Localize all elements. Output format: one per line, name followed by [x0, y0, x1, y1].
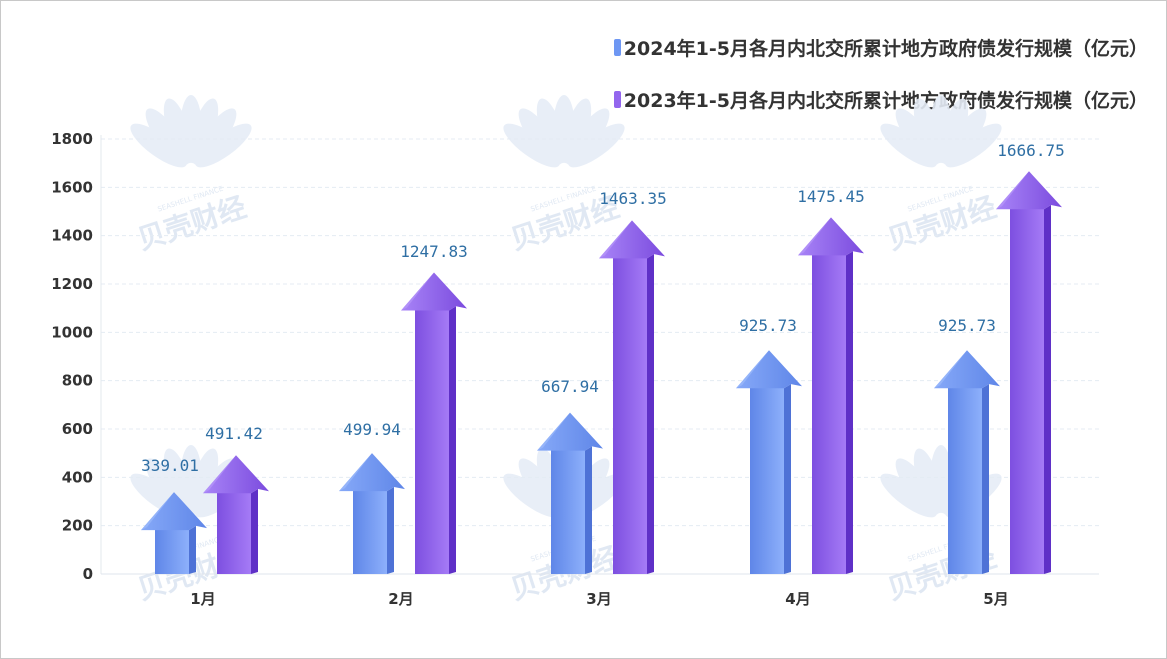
arrow-head — [934, 350, 1000, 389]
arrow-head — [401, 272, 467, 311]
y-tick-label: 1000 — [51, 323, 93, 341]
watermark-shell-petal — [945, 123, 1002, 168]
arrow-body — [155, 529, 189, 574]
data-label-2023: 491.42 — [205, 424, 263, 443]
arrow-head — [736, 350, 802, 389]
y-tick-label: 200 — [62, 517, 93, 535]
arrow-body — [551, 449, 585, 574]
arrow-bar-2023 — [599, 220, 665, 574]
data-label-2024: 667.94 — [541, 377, 599, 396]
arrow-head-highlight — [537, 412, 570, 451]
arrow-side-face — [784, 384, 791, 574]
y-tick-label: 1200 — [51, 275, 93, 293]
arrow-bar-2024 — [736, 350, 802, 574]
arrow-head — [339, 453, 405, 492]
arrow-side-face — [647, 254, 654, 574]
y-tick-label: 600 — [62, 420, 93, 438]
arrow-bar-2023 — [203, 455, 269, 574]
arrow-body — [812, 254, 846, 574]
legend-label-2024: 2024年1-5月各月内北交所累计地方政府债发行规模（亿元） — [623, 38, 1148, 60]
arrow-side-face — [982, 384, 989, 574]
arrow-bar-2024 — [339, 453, 405, 574]
x-tick-label: 3月 — [586, 590, 611, 608]
x-tick-label: 5月 — [983, 590, 1008, 608]
arrow-bar-2024 — [141, 492, 207, 574]
legend-swatch-2023 — [613, 91, 621, 108]
arrow-head-highlight — [339, 453, 372, 492]
arrow-head-highlight — [798, 217, 831, 256]
arrow-body — [613, 257, 647, 574]
arrow-head-highlight — [203, 455, 236, 494]
arrow-side-face — [1044, 205, 1051, 575]
arrow-side-face — [846, 251, 853, 574]
arrow-bar-2023 — [401, 272, 467, 574]
x-tick-label: 2月 — [388, 590, 413, 608]
y-tick-label: 1800 — [51, 130, 93, 148]
y-tick-label: 0 — [83, 565, 93, 583]
arrow-side-face — [189, 525, 196, 574]
arrow-head-highlight — [996, 171, 1029, 210]
data-label-2024: 339.01 — [141, 456, 199, 475]
data-label-2024: 925.73 — [938, 316, 996, 335]
legend-item-2023: 2023年1-5月各月内北交所累计地方政府债发行规模（亿元） — [613, 86, 1148, 113]
data-label-2023: 1247.83 — [400, 242, 467, 261]
arrow-head-highlight — [599, 220, 632, 259]
legend-item-2024: 2024年1-5月各月内北交所累计地方政府债发行规模（亿元） — [613, 34, 1148, 61]
arrow-side-face — [449, 306, 456, 574]
data-label-2023: 1475.45 — [797, 187, 864, 206]
arrow-bar-2023 — [798, 217, 864, 574]
arrow-head-highlight — [934, 350, 967, 389]
arrow-head — [141, 492, 207, 531]
legend-swatch-2024 — [613, 39, 621, 56]
arrow-side-face — [585, 446, 592, 574]
y-tick-label: 800 — [62, 372, 93, 390]
arrow-side-face — [251, 489, 258, 574]
arrow-body — [750, 387, 784, 574]
x-tick-label: 1月 — [190, 590, 215, 608]
arrow-head — [203, 455, 269, 494]
y-tick-label: 400 — [62, 468, 93, 486]
watermark-shell-petal — [195, 123, 252, 168]
arrow-bar-2024 — [934, 350, 1000, 574]
arrow-head — [599, 220, 665, 259]
arrow-body — [415, 309, 449, 574]
y-tick-label: 1600 — [51, 178, 93, 196]
watermark-shell-petal — [568, 123, 625, 168]
y-tick-label: 1400 — [51, 227, 93, 245]
x-tick-label: 4月 — [785, 590, 810, 608]
arrow-head — [537, 412, 603, 451]
data-label-2024: 925.73 — [739, 316, 797, 335]
data-label-2023: 1666.75 — [997, 141, 1064, 160]
arrow-head-highlight — [141, 492, 174, 531]
arrow-body — [948, 387, 982, 574]
arrow-bar-2023 — [996, 171, 1062, 575]
arrow-head-highlight — [401, 272, 434, 311]
arrow-side-face — [387, 486, 394, 574]
legend-label-2023: 2023年1-5月各月内北交所累计地方政府债发行规模（亿元） — [623, 90, 1148, 112]
arrow-head-highlight — [736, 350, 769, 389]
data-label-2023: 1463.35 — [599, 189, 666, 208]
data-label-2024: 499.94 — [343, 420, 401, 439]
arrow-head — [996, 171, 1062, 210]
arrow-body — [353, 490, 387, 574]
arrow-bar-2024 — [537, 412, 603, 574]
arrow-head — [798, 217, 864, 256]
arrow-body — [1010, 208, 1044, 574]
arrow-body — [217, 492, 251, 574]
